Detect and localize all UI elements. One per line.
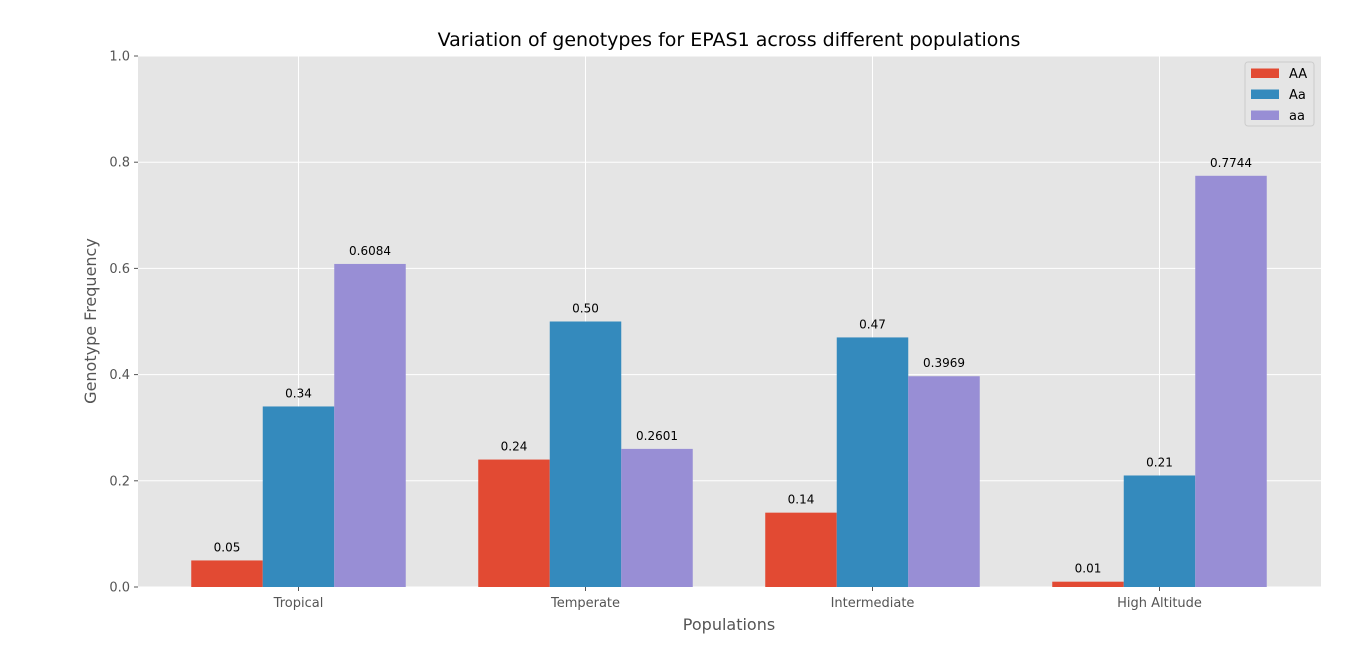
bar-aa-intermediate [908,376,980,587]
y-tick-label: 0.8 [109,156,130,171]
bars-group [191,175,1267,588]
bar-value-label: 0.14 [788,493,815,507]
bar-Aa-high-altitude [1123,475,1196,587]
bar-labels-group: 0.05 0.24 0.14 0.01 0.34 0.50 0.47 0.21 0.6084 0.… [214,156,1252,576]
x-axis-label: Populations [683,615,775,634]
bar-value-label: 0.2601 [636,429,678,443]
legend-entry-label: Aa [1289,88,1306,103]
legend: AA Aa aa [1244,61,1315,127]
bar-value-label: 0.21 [1146,455,1173,469]
legend-swatch [1251,110,1279,120]
legend-swatch [1251,89,1279,99]
bar-Aa-tropical [262,406,335,587]
x-tick-label: Intermediate [831,596,915,611]
bar-value-label: 0.24 [501,440,528,454]
y-axis-label: Genotype Frequency [81,238,100,404]
bar-value-label: 0.47 [859,317,886,331]
y-tick-label: 0.0 [109,581,130,596]
bar-AA-tropical [191,560,263,587]
legend-swatch [1251,68,1279,78]
y-axis-ticks: 0.0 0.2 0.4 0.6 0.8 1.0 [109,50,138,596]
bar-aa-temperate [621,448,693,587]
bar-value-label: 0.6084 [349,244,391,258]
x-tick-label: High Altitude [1117,596,1202,611]
bar-value-label: 0.01 [1075,562,1102,576]
bar-value-label: 0.3969 [923,356,965,370]
bar-aa-tropical [334,263,406,587]
x-tick-label: Tropical [273,596,324,611]
bar-value-label: 0.34 [285,386,312,400]
x-axis-ticks: Tropical Temperate Intermediate High Altitu… [273,587,1202,611]
legend-entry-label: aa [1289,109,1305,124]
bar-Aa-temperate [549,321,622,587]
chart-title: Variation of genotypes for EPAS1 across … [438,29,1021,51]
bar-aa-high-altitude [1195,175,1267,588]
bar-value-label: 0.7744 [1210,156,1252,170]
bar-AA-high-altitude [1052,581,1124,587]
y-tick-label: 0.6 [109,262,130,277]
bar-AA-intermediate [765,512,837,587]
x-tick-label: Temperate [550,596,620,611]
bar-Aa-intermediate [836,337,909,587]
bar-value-label: 0.05 [214,540,241,554]
bar-value-label: 0.50 [572,302,599,316]
y-tick-label: 0.4 [109,368,130,383]
y-tick-label: 0.2 [109,474,130,489]
y-tick-label: 1.0 [109,50,130,65]
bar-AA-temperate [478,459,550,587]
legend-entry-label: AA [1289,67,1307,82]
